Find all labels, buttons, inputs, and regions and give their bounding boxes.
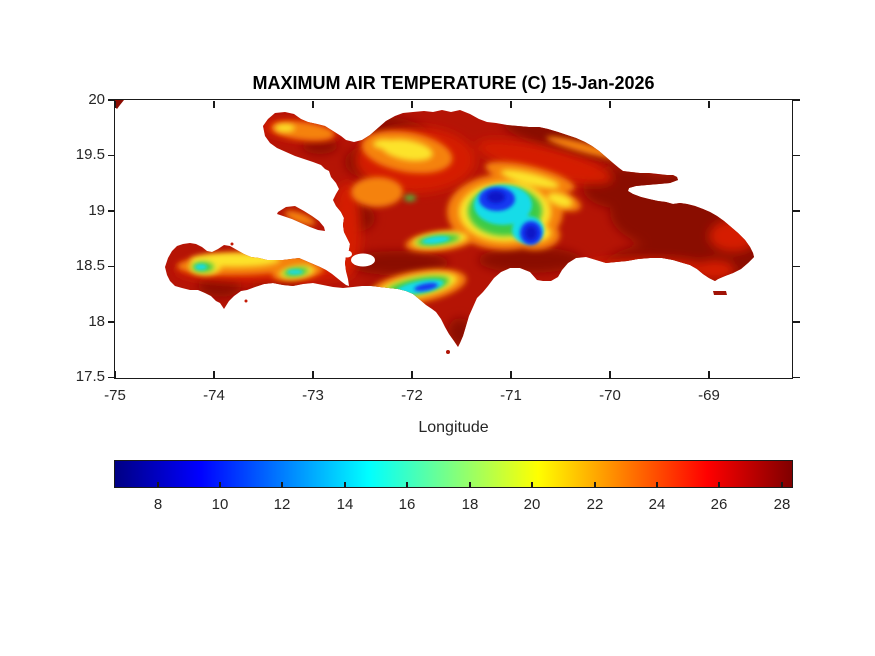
colorbar-tick-label: 26 (710, 496, 728, 513)
x-axis-label: Longitude (418, 419, 489, 436)
colorbar-tick-label: 28 (773, 496, 791, 513)
y-tick-label: 19 (88, 202, 105, 219)
axis-tick-mark (594, 481, 596, 488)
x-tick-label: -75 (104, 387, 126, 404)
temperature-heatmap (115, 100, 754, 354)
axis-tick-mark (213, 100, 215, 108)
colorbar-tick-label: 20 (523, 496, 541, 513)
colorbar-gradient (114, 460, 793, 488)
colorbar-tick-label: 12 (273, 496, 291, 513)
axis-tick-mark (708, 370, 710, 378)
axis-tick-mark (114, 370, 116, 378)
axis-tick-mark (792, 376, 800, 379)
axis-tick-mark (531, 481, 533, 488)
x-tick-label: -71 (500, 387, 522, 404)
y-tick-label: 18.5 (75, 257, 105, 274)
colorbar-tick-label: 8 (153, 496, 163, 513)
small-cay (230, 242, 234, 246)
x-tick-label: -74 (203, 387, 225, 404)
axis-tick-mark (609, 100, 611, 108)
axis-tick-mark (406, 481, 408, 488)
axis-tick-mark (344, 481, 346, 488)
x-tick-label: -73 (302, 387, 324, 404)
y-tick-label: 20 (88, 91, 105, 108)
axis-tick-mark (107, 210, 115, 212)
axis-tick-mark (469, 481, 471, 488)
axis-tick-mark (510, 100, 512, 108)
colorbar-tick-label: 14 (336, 496, 354, 513)
axis-tick-mark (281, 481, 283, 488)
axis-tick-mark (219, 481, 221, 488)
colorbar-tick-label: 10 (211, 496, 229, 513)
axis-tick-mark (792, 265, 800, 268)
axis-tick-mark (213, 370, 215, 378)
colorbar-tick-label: 22 (586, 496, 604, 513)
axis-tick-mark (107, 154, 115, 157)
island-raster (165, 110, 754, 347)
axis-tick-mark (107, 265, 115, 268)
axis-tick-mark (708, 100, 710, 108)
axis-tick-mark (312, 370, 314, 378)
axis-tick-mark (656, 481, 658, 488)
axis-tick-mark (792, 99, 800, 101)
axis-tick-mark (157, 481, 159, 488)
y-tick-label: 18 (88, 313, 105, 330)
beata-island (446, 350, 450, 354)
y-tick-label: 17.5 (75, 368, 105, 385)
axis-tick-mark (792, 210, 800, 212)
axis-tick-mark (510, 370, 512, 378)
colorbar-tick-label: 16 (398, 496, 416, 513)
saona-island (713, 291, 727, 295)
axis-tick-mark (792, 321, 800, 323)
x-tick-label: -69 (698, 387, 720, 404)
axis-tick-mark (411, 100, 413, 108)
axis-tick-mark (411, 370, 413, 378)
lake-mask (342, 250, 375, 267)
y-tick-label: 19.5 (75, 146, 105, 163)
axis-tick-mark (107, 99, 115, 101)
axis-tick-mark (792, 154, 800, 157)
ile-a-vache (244, 299, 248, 303)
axis-tick-mark (107, 321, 115, 323)
cuba-tip-fragment (115, 100, 124, 109)
plot-title: MAXIMUM AIR TEMPERATURE (C) 15-Jan-2026 (252, 73, 655, 93)
axis-tick-mark (114, 100, 116, 108)
x-tick-label: -72 (401, 387, 423, 404)
colorbar-tick-label: 24 (648, 496, 666, 513)
axis-tick-mark (781, 481, 783, 488)
axis-tick-mark (107, 376, 115, 379)
x-tick-label: -70 (599, 387, 621, 404)
colorbar-tick-label: 18 (461, 496, 479, 513)
axis-tick-mark (609, 370, 611, 378)
axis-tick-mark (718, 481, 720, 488)
axis-tick-mark (312, 100, 314, 108)
